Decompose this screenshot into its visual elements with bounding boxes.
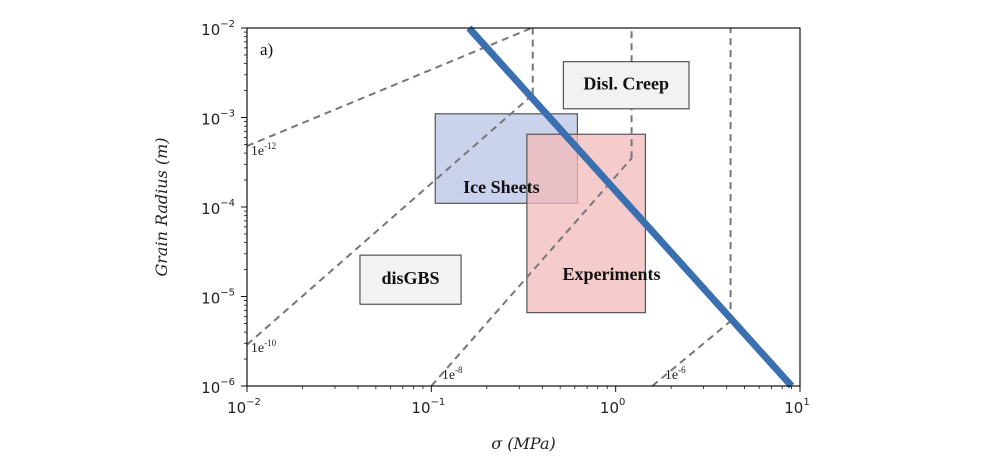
contour-label-0-exponent: -12 [264,141,276,151]
x-tick-label-2: 100 [600,397,625,417]
contour-diagonal-2 [430,157,633,387]
y-tick-label-4-exponent: −2 [220,19,235,30]
region-box-1 [526,133,647,314]
y-tick-label-0: 10−6 [201,377,235,397]
contour-label-2: 1e-8 [442,365,463,383]
x-tick-label-3: 101 [784,397,809,417]
contour-label-1: 1e-10 [251,338,277,356]
regime-label-0: Disl. Creep [583,73,669,93]
y-axis-title: Grain Radius (m) [152,137,171,276]
x-tick-label-3-base: 10 [784,399,803,417]
contour-diagonal-1 [246,93,534,346]
contour-label-1-base: 1e [251,341,264,356]
contour-label-0: 1e-12 [251,141,276,159]
x-tick-label-0-exponent: −2 [246,397,261,408]
y-tick-label-1-base: 10 [201,290,220,308]
regime-boundary-line [466,25,795,389]
y-tick-label-2: 10−4 [201,198,235,218]
contour-label-2-base: 1e [442,368,455,383]
regime-label-box-1 [359,254,462,305]
x-axis-title: σ (MPa) [491,434,555,453]
contour-diagonal-3 [651,320,732,387]
contour-label-3: 1e-6 [665,365,686,383]
contour-label-1-exponent: -10 [264,338,276,348]
regime-label-box-0 [562,61,690,110]
x-tick-label-2-base: 10 [600,399,619,417]
x-tick-label-1-exponent: −1 [431,397,446,408]
regime-label-1: disGBS [381,268,439,288]
regime-boundary [466,25,795,389]
y-tick-label-3-base: 10 [201,111,220,129]
y-tick-label-2-exponent: −4 [220,198,235,209]
x-tick-label-1-base: 10 [411,399,430,417]
y-tick-label-4-base: 10 [201,21,220,39]
y-tick-label-0-base: 10 [201,379,220,397]
region-label-1: Experiments [563,264,661,284]
panel-label: a) [260,40,273,59]
x-tick-label-1: 10−1 [411,397,445,417]
y-tick-label-4: 10−2 [201,19,235,39]
y-tick-label-3-exponent: −3 [220,109,235,120]
y-tick-label-1: 10−5 [201,288,235,308]
contour-label-3-exponent: -6 [678,365,686,375]
x-tick-label-3-exponent: 1 [803,397,809,408]
region-boxes [434,113,647,314]
y-tick-label-0-exponent: −6 [220,377,235,388]
y-tick-label-3: 10−3 [201,109,235,129]
y-tick-label-2-base: 10 [201,200,220,218]
contour-label-0-base: 1e [251,144,264,159]
region-label-0: Ice Sheets [463,177,539,197]
x-tick-label-0: 10−2 [227,397,261,417]
y-tick-label-1-exponent: −5 [220,288,235,299]
contour-label-2-exponent: -8 [455,365,463,375]
contour-label-3-base: 1e [665,368,678,383]
x-tick-label-2-exponent: 0 [619,397,625,408]
x-tick-label-0-base: 10 [227,399,246,417]
